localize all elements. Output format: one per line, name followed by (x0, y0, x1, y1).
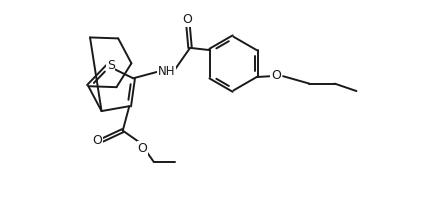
Text: O: O (92, 134, 102, 147)
Text: O: O (138, 142, 147, 155)
Text: S: S (106, 59, 114, 72)
Text: NH: NH (157, 65, 175, 78)
Text: O: O (182, 13, 192, 26)
Text: O: O (271, 69, 280, 82)
